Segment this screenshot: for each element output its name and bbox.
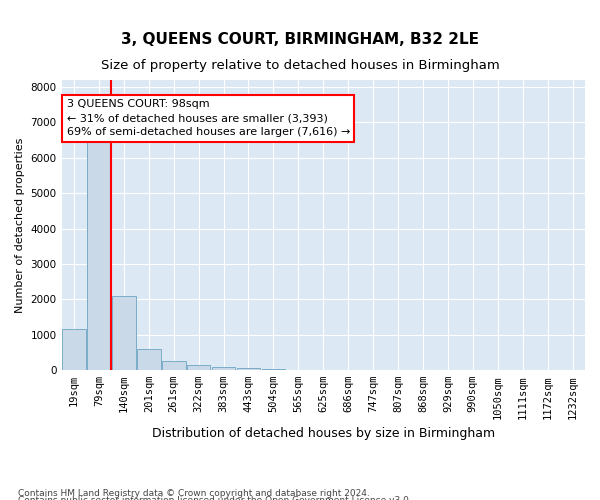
Y-axis label: Number of detached properties: Number of detached properties (15, 138, 25, 312)
Text: Contains HM Land Registry data © Crown copyright and database right 2024.: Contains HM Land Registry data © Crown c… (18, 488, 370, 498)
Bar (236, 368, 260, 370)
Bar (212, 367, 235, 370)
Text: 3, QUEENS COURT, BIRMINGHAM, B32 2LE: 3, QUEENS COURT, BIRMINGHAM, B32 2LE (121, 32, 479, 48)
Bar (137, 349, 161, 370)
Text: Size of property relative to detached houses in Birmingham: Size of property relative to detached ho… (101, 60, 499, 72)
Bar (62, 330, 86, 370)
Text: Contains public sector information licensed under the Open Government Licence v3: Contains public sector information licen… (18, 496, 412, 500)
Text: 3 QUEENS COURT: 98sqm
← 31% of detached houses are smaller (3,393)
69% of semi-d: 3 QUEENS COURT: 98sqm ← 31% of detached … (67, 100, 350, 138)
Bar (187, 366, 211, 370)
Bar (162, 361, 185, 370)
X-axis label: Distribution of detached houses by size in Birmingham: Distribution of detached houses by size … (152, 427, 495, 440)
Bar (112, 296, 136, 370)
Bar (87, 140, 111, 370)
